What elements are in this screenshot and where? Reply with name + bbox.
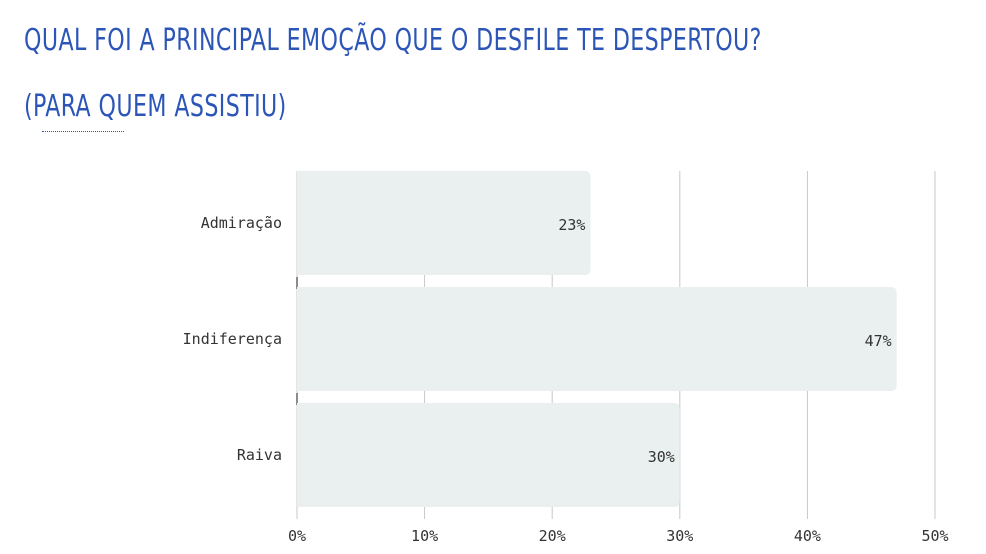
value-label-indiferença: 47% <box>865 332 892 350</box>
x-tick-label-10: 10% <box>411 527 438 545</box>
category-label-raiva: Raiva <box>237 446 282 464</box>
bar-raiva <box>297 403 680 507</box>
x-tick-label-50: 50% <box>921 527 948 545</box>
x-tick-label-0: 0% <box>288 527 306 545</box>
category-label-indiferença: Indiferença <box>183 330 282 348</box>
title-underline <box>42 131 124 132</box>
x-tick-label-30: 30% <box>666 527 693 545</box>
category-label-admiração: Admiração <box>201 214 282 232</box>
chart-title-line-2: (PARA QUEM ASSISTIU) <box>24 89 287 124</box>
x-tick-label-40: 40% <box>794 527 821 545</box>
bar-layer <box>297 171 897 507</box>
x-tick-label-20: 20% <box>539 527 566 545</box>
chart-title: QUAL FOI A PRINCIPAL EMOÇÃO QUE O DESFIL… <box>24 8 795 140</box>
value-label-raiva: 30% <box>648 448 675 466</box>
label-layer: 0% 10% 20% 30% 40% 50% Admiração 23% Indiferença… <box>183 214 949 545</box>
bar-indiferença <box>297 287 897 391</box>
chart-title-line-1: QUAL FOI A PRINCIPAL EMOÇÃO QUE O DESFIL… <box>24 23 762 58</box>
bar-admiração <box>297 171 591 275</box>
value-label-admiração: 23% <box>558 216 585 234</box>
